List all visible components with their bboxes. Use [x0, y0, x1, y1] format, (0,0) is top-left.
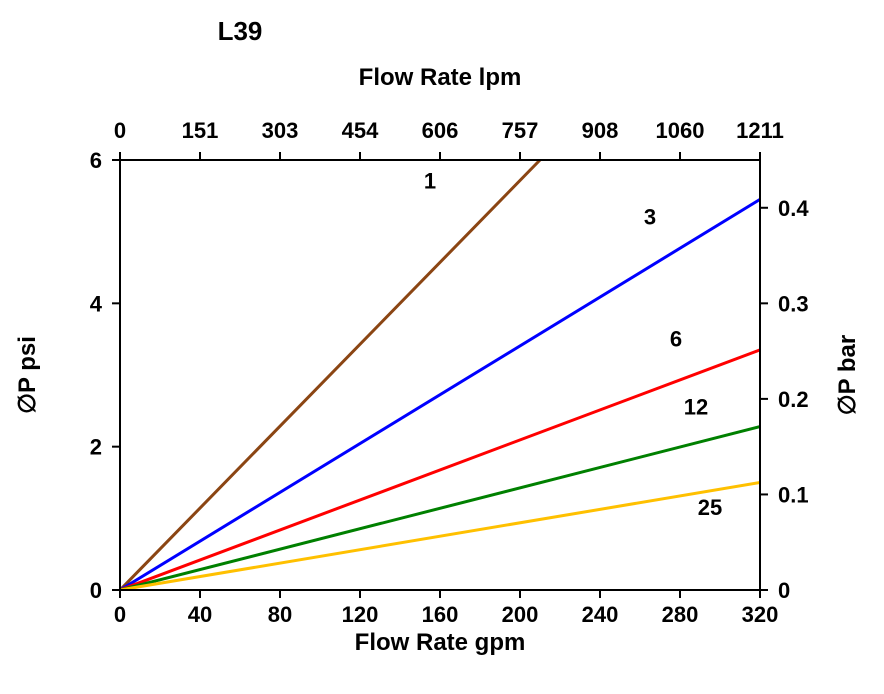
x-top-tick-label: 454 [342, 118, 379, 143]
x-bottom-tick-label: 320 [742, 602, 779, 627]
x-bottom-tick-label: 80 [268, 602, 292, 627]
y-right-tick-label: 0.3 [778, 291, 809, 316]
x-top-tick-label: 1060 [656, 118, 705, 143]
y-right-axis-label: ∅P bar [834, 335, 861, 416]
x-top-axis-label: Flow Rate lpm [359, 64, 522, 91]
x-top-tick-label: 757 [502, 118, 539, 143]
x-top-tick-label: 908 [582, 118, 619, 143]
y-right-tick-label: 0.4 [778, 196, 809, 221]
x-top-tick-label: 151 [182, 118, 219, 143]
pressure-flow-chart: L39Flow Rate lpm015130345460675790810601… [0, 0, 884, 694]
y-right-tick-label: 0.1 [778, 482, 809, 507]
y-left-tick-label: 0 [90, 578, 102, 603]
x-top-tick-label: 0 [114, 118, 126, 143]
x-top-tick-label: 1211 [736, 118, 784, 143]
x-bottom-tick-label: 160 [422, 602, 459, 627]
chart-container: L39Flow Rate lpm015130345460675790810601… [0, 0, 884, 694]
chart-title: L39 [218, 16, 263, 46]
x-bottom-tick-label: 280 [662, 602, 699, 627]
x-bottom-tick-label: 0 [114, 602, 126, 627]
series-label-6: 6 [670, 326, 682, 351]
x-top-tick-label: 606 [422, 118, 459, 143]
y-left-tick-label: 6 [90, 148, 102, 173]
series-label-12: 12 [684, 394, 708, 419]
series-label-1: 1 [424, 169, 436, 194]
y-right-tick-label: 0 [778, 578, 790, 603]
x-bottom-tick-label: 240 [582, 602, 619, 627]
series-label-25: 25 [698, 495, 722, 520]
series-label-3: 3 [644, 205, 656, 230]
x-bottom-tick-label: 40 [188, 602, 212, 627]
x-top-tick-label: 303 [262, 118, 299, 143]
y-left-tick-label: 4 [90, 291, 103, 316]
y-right-tick-label: 0.2 [778, 387, 809, 412]
y-left-axis-label: ∅P psi [14, 336, 41, 414]
y-left-tick-label: 2 [90, 435, 102, 460]
x-bottom-tick-label: 120 [342, 602, 379, 627]
x-bottom-axis-label: Flow Rate gpm [355, 629, 526, 656]
x-bottom-tick-label: 200 [502, 602, 539, 627]
